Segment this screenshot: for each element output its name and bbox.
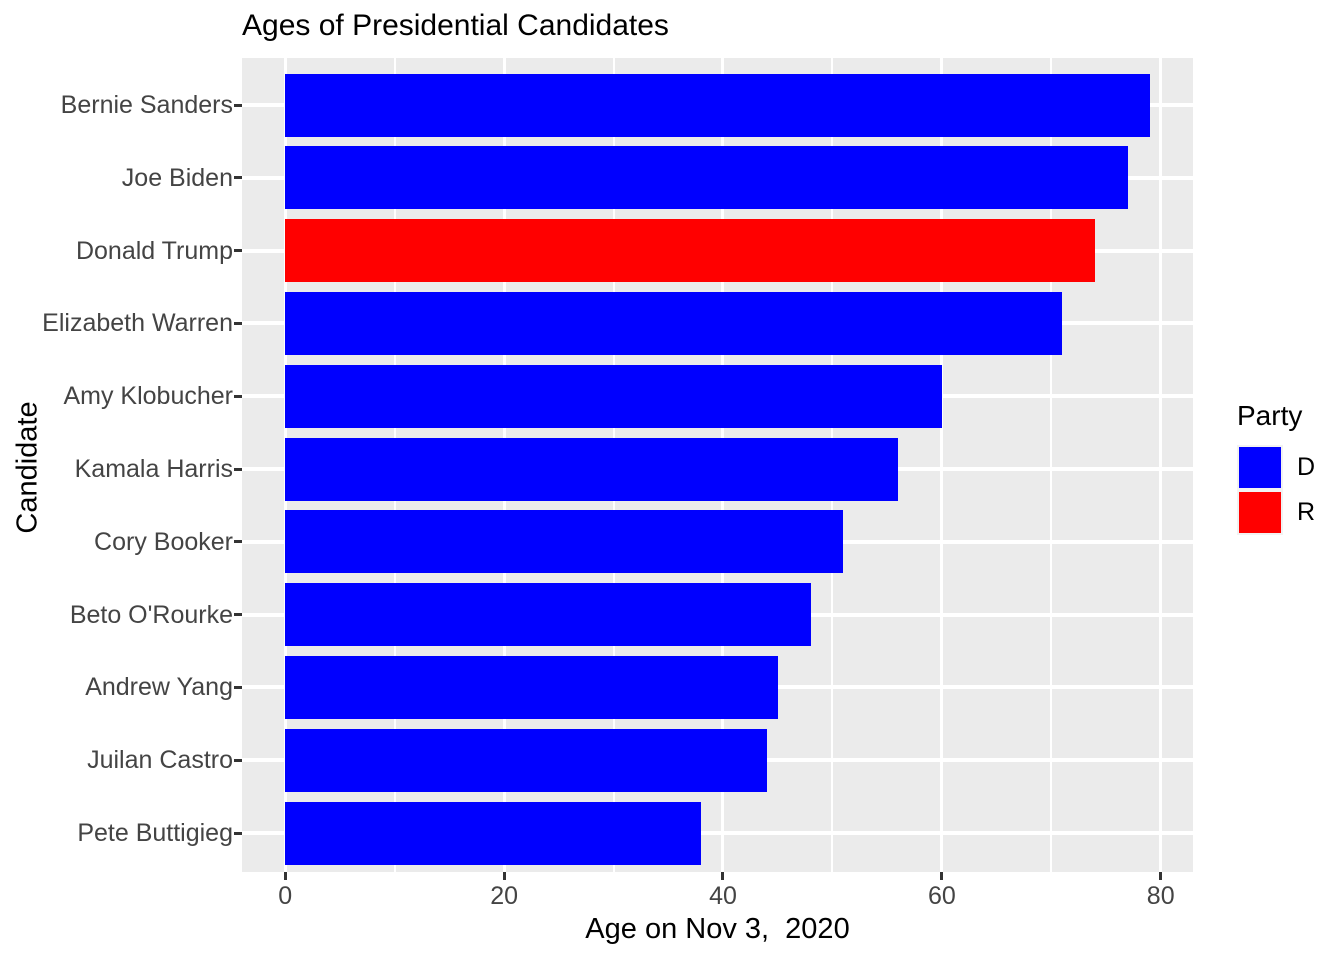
legend-entry-R: R [1237, 490, 1315, 535]
y-axis-title: Candidate [11, 401, 44, 534]
y-tick-mark-donald-trump [234, 249, 242, 253]
plot-panel [242, 58, 1193, 872]
y-tick-mark-andrew-yang [234, 685, 242, 689]
y-tick-label-bernie-sanders: Bernie Sanders [60, 91, 233, 119]
legend-key-D [1237, 445, 1283, 490]
x-tick-mark-80 [1159, 872, 1163, 880]
bar-kamala-harris [285, 437, 899, 501]
y-tick-label-juilan-castro: Juilan Castro [87, 746, 233, 775]
bar-amy-klobucher [285, 364, 942, 428]
x-tick-label-20: 20 [490, 882, 518, 910]
bar-andrew-yang [285, 655, 778, 719]
x-tick-label-80: 80 [1146, 882, 1175, 910]
gridline-major-x60 [940, 58, 944, 872]
legend-entry-D: D [1237, 445, 1315, 490]
legend-swatch-R [1239, 492, 1281, 533]
x-tick-mark-60 [940, 872, 944, 880]
y-tick-mark-bernie-sanders [234, 103, 242, 107]
y-tick-mark-beto-o-rourke [234, 613, 242, 617]
x-tick-label-60: 60 [927, 882, 956, 910]
legend-title: Party [1237, 400, 1303, 431]
y-tick-mark-juilan-castro [234, 758, 242, 762]
y-tick-mark-amy-klobucher [234, 394, 242, 398]
bar-beto-o-rourke [285, 583, 811, 647]
legend-swatch-D [1239, 447, 1281, 488]
bar-bernie-sanders [285, 73, 1150, 137]
x-tick-mark-40 [721, 872, 725, 880]
y-tick-mark-elizabeth-warren [234, 321, 242, 325]
gridline-minor-x70 [1050, 58, 1053, 872]
y-tick-label-kamala-harris: Kamala Harris [74, 455, 233, 483]
y-tick-label-joe-biden: Joe Biden [121, 163, 233, 192]
y-tick-label-elizabeth-warren: Elizabeth Warren [42, 309, 233, 338]
x-axis-title: Age on Nov 3, 2020 [585, 913, 850, 945]
y-tick-label-donald-trump: Donald Trump [75, 236, 233, 265]
y-tick-label-cory-booker: Cory Booker [94, 527, 233, 556]
x-tick-label-0: 0 [278, 882, 293, 910]
legend-label-R: R [1297, 498, 1316, 526]
gridline-major-x80 [1159, 58, 1163, 872]
y-tick-label-andrew-yang: Andrew Yang [85, 673, 233, 702]
bar-elizabeth-warren [285, 291, 1063, 355]
y-tick-mark-pete-buttigieg [234, 831, 242, 835]
y-tick-label-amy-klobucher: Amy Klobucher [63, 382, 233, 411]
bar-cory-booker [285, 510, 844, 574]
x-tick-label-40: 40 [709, 882, 737, 910]
y-tick-mark-joe-biden [234, 176, 242, 180]
gridline-row-pete-buttigieg [242, 831, 1193, 835]
bar-joe-biden [285, 146, 1128, 210]
legend-label-D: D [1297, 453, 1316, 481]
y-tick-label-pete-buttigieg: Pete Buttigieg [77, 819, 233, 847]
bar-donald-trump [285, 219, 1096, 283]
y-tick-mark-cory-booker [234, 540, 242, 544]
legend-key-R [1237, 490, 1283, 535]
y-tick-mark-kamala-harris [234, 467, 242, 471]
chart-title: Ages of Presidential Candidates [242, 9, 669, 42]
x-tick-mark-20 [502, 872, 506, 880]
bar-pete-buttigieg [285, 801, 702, 865]
x-tick-mark-0 [283, 872, 287, 880]
y-tick-label-beto-o-rourke: Beto O'Rourke [69, 600, 233, 629]
bar-juilan-castro [285, 728, 767, 792]
